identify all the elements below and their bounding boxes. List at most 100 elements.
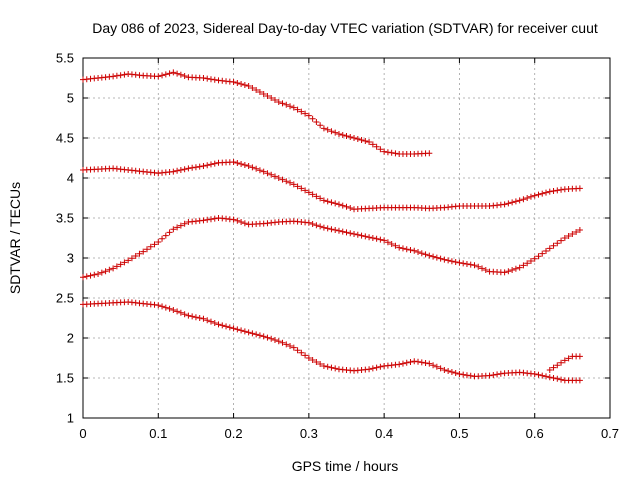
data-point	[185, 312, 192, 319]
data-point	[546, 245, 553, 252]
data-point	[313, 119, 320, 125]
data-point	[174, 70, 181, 77]
data-point	[479, 265, 486, 272]
data-point	[328, 128, 335, 135]
data-point	[155, 239, 162, 245]
data-point	[238, 219, 245, 225]
data-point	[471, 262, 478, 269]
data-point	[125, 257, 132, 264]
data-point	[332, 200, 339, 207]
data-point	[411, 247, 418, 254]
data-point	[384, 239, 391, 246]
data-point	[324, 198, 331, 205]
data-point	[253, 165, 260, 172]
data-point	[377, 146, 384, 153]
data-point	[388, 149, 395, 156]
data-point	[110, 73, 117, 80]
data-point	[501, 269, 508, 276]
data-point	[373, 364, 380, 371]
data-point	[558, 359, 565, 366]
data-point	[399, 360, 406, 367]
data-point	[287, 343, 294, 349]
data-point	[121, 259, 128, 266]
data-point	[136, 250, 143, 257]
data-point	[271, 173, 278, 180]
x-tick-label: 0.5	[450, 426, 468, 441]
data-point	[320, 363, 327, 369]
data-point	[418, 250, 425, 257]
data-point	[264, 170, 271, 177]
data-point	[558, 376, 565, 383]
data-point	[543, 189, 550, 196]
data-point	[234, 80, 241, 86]
data-point	[411, 358, 418, 365]
data-point	[546, 188, 553, 195]
data-point	[264, 93, 271, 99]
data-point	[433, 363, 440, 370]
data-point	[294, 106, 301, 113]
data-point	[373, 235, 380, 242]
data-point	[328, 199, 335, 206]
data-point	[117, 72, 124, 79]
data-point	[110, 265, 117, 272]
data-point	[467, 372, 474, 379]
data-point	[554, 362, 561, 369]
data-point	[441, 256, 448, 263]
data-point	[283, 341, 290, 348]
data-point	[305, 219, 312, 226]
data-point	[174, 224, 181, 231]
data-point	[317, 223, 324, 230]
data-point	[241, 220, 248, 227]
data-point	[354, 231, 361, 238]
data-point	[543, 248, 550, 254]
data-point	[554, 240, 561, 247]
data-point	[546, 374, 553, 381]
data-point	[132, 253, 139, 259]
data-point	[309, 115, 316, 122]
x-tick-label: 0	[79, 426, 86, 441]
data-point	[369, 235, 376, 241]
data-point	[539, 190, 546, 197]
data-point	[388, 241, 395, 247]
data-point	[305, 112, 312, 119]
data-point	[561, 357, 568, 364]
data-point	[339, 132, 346, 138]
data-point	[430, 253, 437, 260]
data-point	[448, 369, 455, 375]
data-point	[460, 371, 467, 378]
data-point	[535, 191, 542, 198]
data-point	[241, 82, 248, 88]
data-point	[377, 363, 384, 370]
data-point	[294, 183, 301, 190]
data-point	[260, 91, 267, 97]
data-point	[448, 258, 455, 265]
data-point	[505, 268, 512, 275]
data-point	[430, 362, 437, 369]
data-point	[452, 370, 459, 376]
data-point	[565, 233, 572, 239]
data-point	[302, 187, 309, 194]
data-point	[80, 274, 86, 281]
data-point	[527, 193, 534, 200]
data-point	[155, 302, 162, 309]
data-point	[320, 224, 327, 231]
data-point	[230, 216, 237, 223]
data-point	[181, 311, 188, 318]
data-point	[143, 246, 150, 253]
data-point	[162, 232, 169, 239]
data-point	[531, 255, 538, 262]
data-point	[347, 230, 354, 237]
data-point	[565, 355, 572, 362]
data-point	[362, 138, 369, 144]
data-point	[230, 325, 237, 332]
data-point	[166, 305, 173, 312]
data-point	[170, 307, 177, 313]
x-axis-label: GPS time / hours	[292, 458, 399, 474]
data-point	[396, 361, 403, 368]
x-tick-label: 0.4	[375, 426, 393, 441]
data-point	[335, 201, 342, 208]
data-point	[249, 330, 256, 337]
data-point	[271, 97, 278, 103]
data-point	[207, 216, 214, 223]
data-point	[204, 317, 211, 324]
